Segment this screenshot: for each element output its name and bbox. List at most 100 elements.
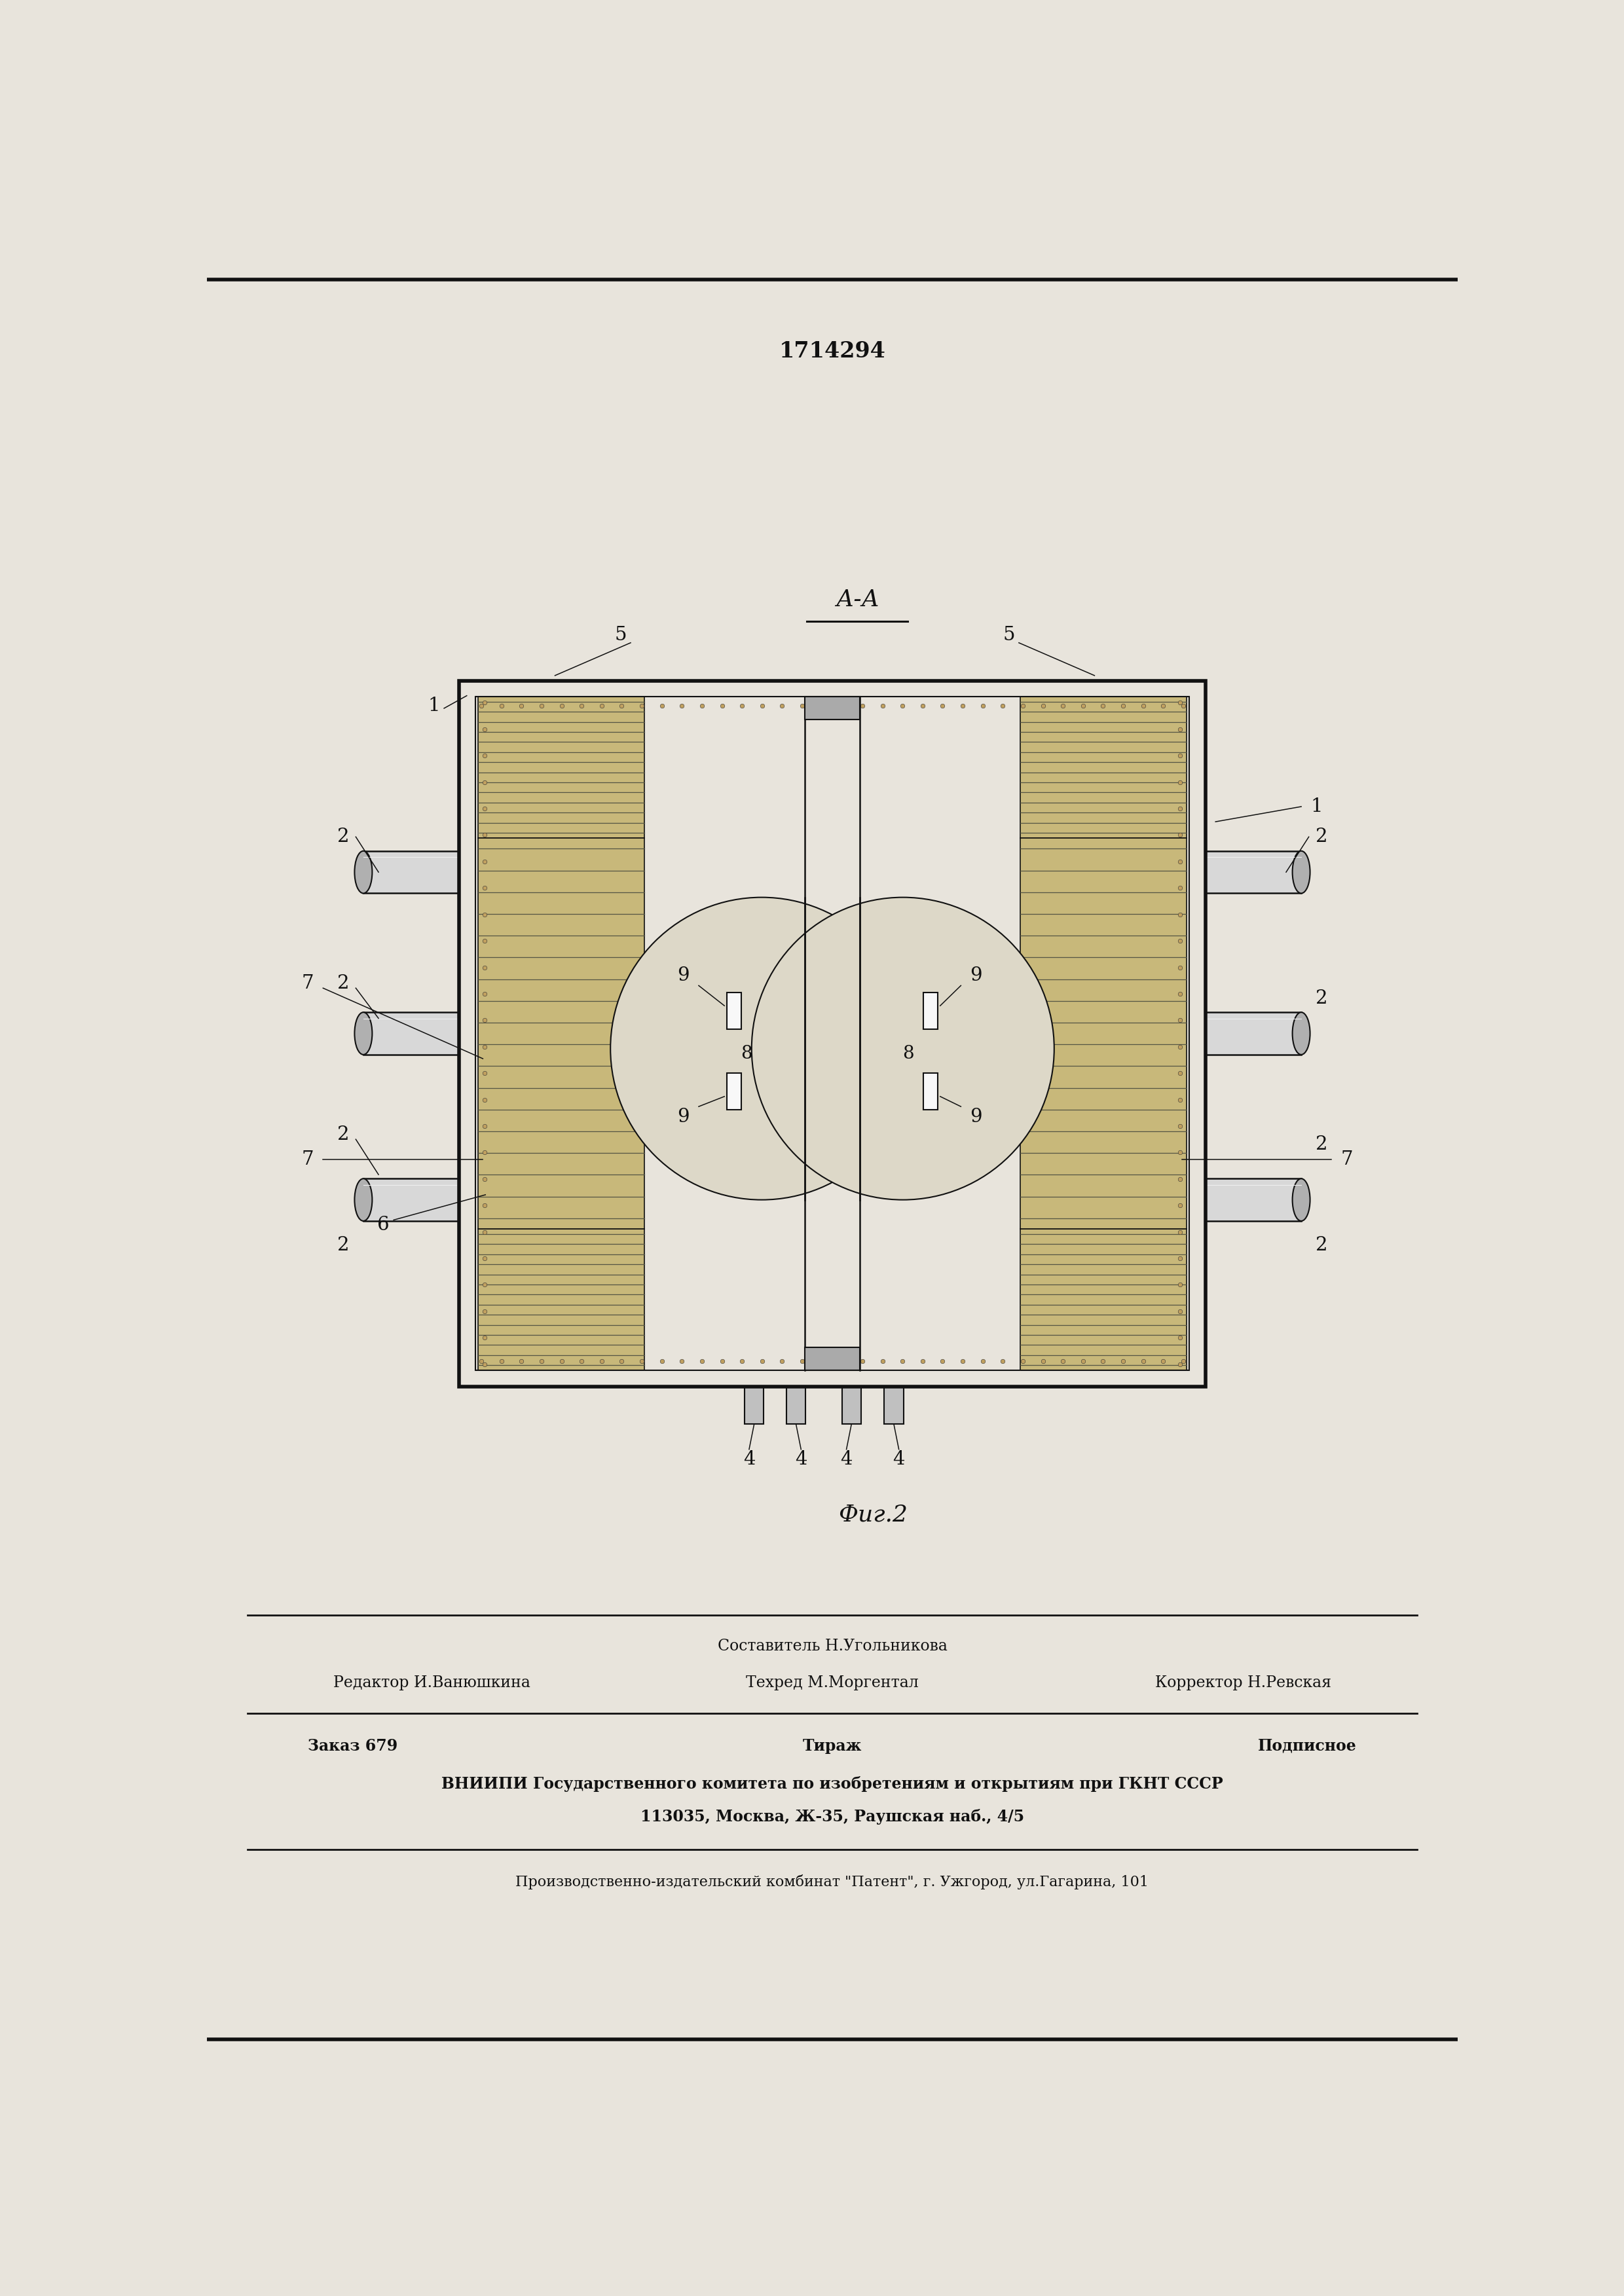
- Point: [1168, 1320, 1194, 1357]
- Point: [471, 923, 497, 960]
- Bar: [786, 1387, 806, 1424]
- Point: [471, 1215, 497, 1251]
- Point: [471, 843, 497, 879]
- Point: [471, 976, 497, 1013]
- Point: [1168, 1345, 1194, 1382]
- Text: 7: 7: [1340, 1150, 1353, 1169]
- Bar: [477, 838, 645, 1228]
- Text: 9: 9: [677, 1107, 690, 1125]
- Point: [1168, 1081, 1194, 1118]
- Point: [929, 687, 955, 723]
- Bar: [476, 696, 1189, 1371]
- Point: [970, 687, 996, 723]
- Text: 7: 7: [302, 1150, 313, 1169]
- Point: [1130, 1343, 1156, 1380]
- Point: [1030, 1343, 1056, 1380]
- Point: [1150, 687, 1176, 723]
- Point: [909, 1343, 935, 1380]
- Point: [789, 687, 815, 723]
- Point: [1171, 687, 1197, 723]
- Point: [508, 687, 534, 723]
- Bar: [804, 696, 861, 719]
- Point: [471, 1267, 497, 1304]
- Point: [950, 687, 976, 723]
- Point: [1168, 1054, 1194, 1091]
- Text: Корректор Н.Ревская: Корректор Н.Ревская: [1155, 1676, 1332, 1690]
- Text: 2: 2: [338, 1125, 349, 1143]
- Point: [950, 1343, 976, 1380]
- Point: [471, 712, 497, 748]
- Point: [489, 1343, 515, 1380]
- Point: [789, 1343, 815, 1380]
- Point: [729, 1343, 755, 1380]
- Text: 6: 6: [377, 1217, 390, 1235]
- Point: [1010, 687, 1036, 723]
- Text: 2: 2: [1315, 1134, 1327, 1153]
- Point: [669, 687, 695, 723]
- Text: 5: 5: [1002, 627, 1015, 645]
- Circle shape: [752, 898, 1054, 1201]
- Point: [471, 684, 497, 721]
- Point: [849, 1343, 875, 1380]
- Text: Техред М.Моргентал: Техред М.Моргентал: [745, 1676, 919, 1690]
- Point: [1090, 1343, 1116, 1380]
- Point: [1030, 687, 1056, 723]
- Point: [1168, 1267, 1194, 1304]
- Point: [1051, 1343, 1077, 1380]
- Point: [1111, 687, 1137, 723]
- Point: [471, 1107, 497, 1143]
- Point: [471, 765, 497, 801]
- Bar: [364, 1013, 460, 1054]
- Point: [549, 687, 575, 723]
- Point: [471, 737, 497, 774]
- Text: 8: 8: [741, 1045, 752, 1063]
- Point: [1168, 765, 1194, 801]
- Point: [689, 1343, 715, 1380]
- Point: [989, 687, 1015, 723]
- Point: [830, 1343, 856, 1380]
- Text: Редактор И.Ванюшкина: Редактор И.Ванюшкина: [333, 1676, 529, 1690]
- Bar: [728, 1072, 741, 1109]
- Point: [770, 1343, 796, 1380]
- Ellipse shape: [354, 852, 372, 893]
- Point: [809, 687, 835, 723]
- Point: [989, 1343, 1015, 1380]
- Point: [770, 687, 796, 723]
- Bar: [841, 1387, 861, 1424]
- Bar: [883, 1387, 903, 1424]
- Point: [1051, 687, 1077, 723]
- Point: [528, 1343, 554, 1380]
- Text: 9: 9: [677, 967, 690, 985]
- Text: 2: 2: [1315, 827, 1327, 845]
- Bar: [364, 1178, 460, 1221]
- Text: 1: 1: [1311, 797, 1322, 815]
- Point: [471, 1345, 497, 1382]
- Point: [468, 1343, 494, 1380]
- Point: [1168, 895, 1194, 932]
- Point: [1168, 1107, 1194, 1143]
- Point: [471, 1029, 497, 1065]
- Point: [1168, 1134, 1194, 1171]
- Point: [749, 1343, 775, 1380]
- Point: [849, 687, 875, 723]
- Text: 2: 2: [338, 1235, 349, 1254]
- Point: [471, 870, 497, 907]
- Point: [628, 1343, 654, 1380]
- Ellipse shape: [354, 1178, 372, 1221]
- Ellipse shape: [1293, 1013, 1311, 1054]
- Bar: [1205, 1178, 1301, 1221]
- Bar: [1020, 696, 1187, 838]
- Ellipse shape: [1293, 1178, 1311, 1221]
- Text: 2: 2: [338, 827, 349, 845]
- Point: [710, 1343, 736, 1380]
- Point: [549, 1343, 575, 1380]
- Point: [1168, 923, 1194, 960]
- Point: [609, 1343, 635, 1380]
- Point: [1168, 1001, 1194, 1038]
- Point: [689, 687, 715, 723]
- Bar: [924, 992, 937, 1029]
- Point: [568, 687, 594, 723]
- Text: ВНИИПИ Государственного комитета по изобретениям и открытиям при ГКНТ СССР: ВНИИПИ Государственного комитета по изоб…: [442, 1777, 1223, 1791]
- Point: [1168, 790, 1194, 827]
- Text: 4: 4: [840, 1451, 853, 1469]
